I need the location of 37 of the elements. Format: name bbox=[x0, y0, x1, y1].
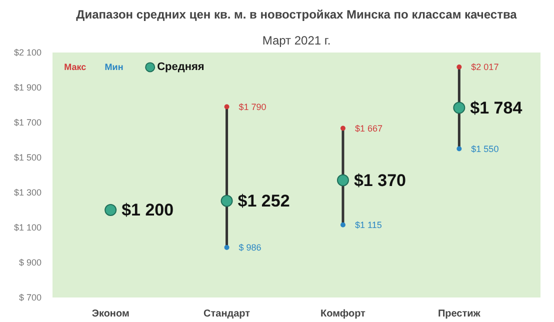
point bbox=[456, 64, 462, 70]
point bbox=[224, 104, 230, 110]
data-label: $1 370 bbox=[354, 170, 406, 190]
x-tick-label: Комфорт bbox=[320, 308, 366, 320]
text: Макс bbox=[64, 62, 86, 72]
y-tick-label: $2 100 bbox=[14, 48, 42, 58]
legend-label: Средняя bbox=[157, 61, 204, 74]
point bbox=[224, 244, 230, 250]
point bbox=[104, 204, 117, 216]
x-tick-label: Престиж bbox=[438, 308, 482, 320]
chart-subtitle: Март 2021 г. bbox=[262, 34, 331, 48]
text: Мин bbox=[104, 62, 124, 72]
y-tick-label: $1 700 bbox=[14, 118, 42, 128]
data-label: $1 200 bbox=[122, 200, 174, 220]
y-tick-label: $1 500 bbox=[14, 152, 42, 162]
y-tick-label: $ 900 bbox=[18, 258, 42, 268]
point bbox=[340, 126, 346, 131]
point bbox=[453, 102, 466, 114]
point bbox=[220, 194, 233, 207]
data-label: $ 986 bbox=[238, 242, 262, 252]
y-tick-label: $1 300 bbox=[14, 188, 42, 198]
x-tick-label: Эконом bbox=[92, 308, 130, 320]
y-tick-label: $1 900 bbox=[14, 82, 42, 92]
point bbox=[456, 146, 462, 152]
y-tick-label: $1 100 bbox=[14, 222, 42, 232]
x-tick-label: Стандарт bbox=[204, 308, 250, 320]
data-label: $1 550 bbox=[471, 144, 499, 154]
data-label: $2 017 bbox=[471, 62, 499, 72]
data-label: $1 115 bbox=[354, 220, 382, 230]
point bbox=[340, 222, 346, 228]
data-label: $1 790 bbox=[238, 102, 266, 112]
data-label: $1 667 bbox=[354, 123, 383, 134]
y-tick-label: $ 700 bbox=[18, 292, 42, 302]
chart-title: Диапазон средних цен кв. м. в новостройках Минска по классам качества bbox=[76, 8, 518, 22]
point bbox=[336, 174, 349, 186]
data-label: $1 252 bbox=[238, 191, 290, 210]
data-label: $1 784 bbox=[470, 98, 523, 118]
